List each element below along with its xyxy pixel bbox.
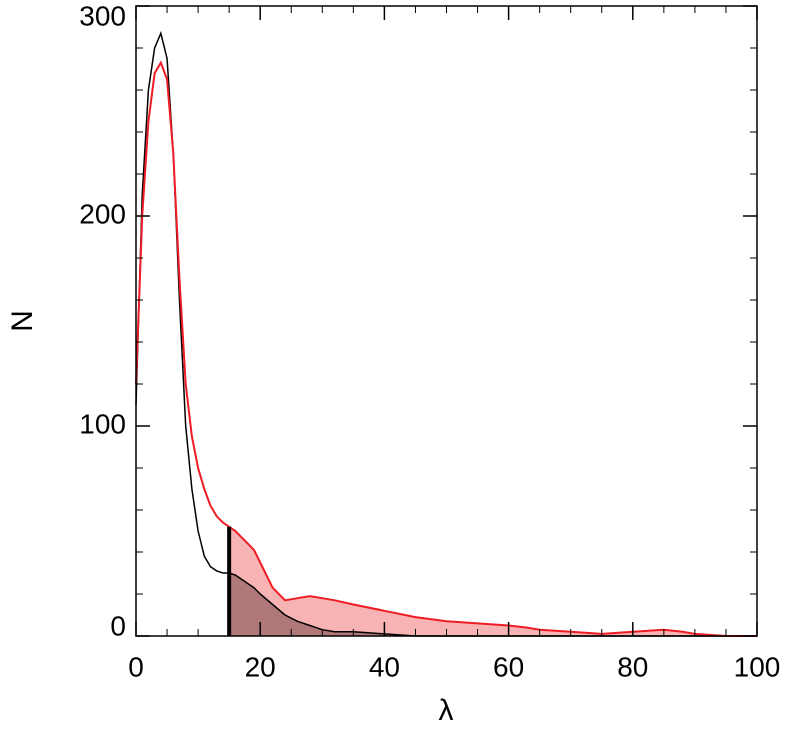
shaded-area <box>229 526 757 636</box>
x-tick-label: 0 <box>128 651 144 682</box>
y-tick-label: 300 <box>79 0 126 31</box>
x-tick-label: 80 <box>617 651 648 682</box>
shaded-area <box>229 573 757 636</box>
x-tick-label: 20 <box>245 651 276 682</box>
x-axis-title: λ <box>439 694 454 727</box>
y-tick-label: 200 <box>79 198 126 229</box>
y-axis-title: N <box>6 310 39 332</box>
x-tick-label: 40 <box>369 651 400 682</box>
x-tick-label: 60 <box>493 651 524 682</box>
y-tick-label: 0 <box>110 610 126 641</box>
y-tick-label: 100 <box>79 408 126 439</box>
x-tick-label: 100 <box>734 651 781 682</box>
